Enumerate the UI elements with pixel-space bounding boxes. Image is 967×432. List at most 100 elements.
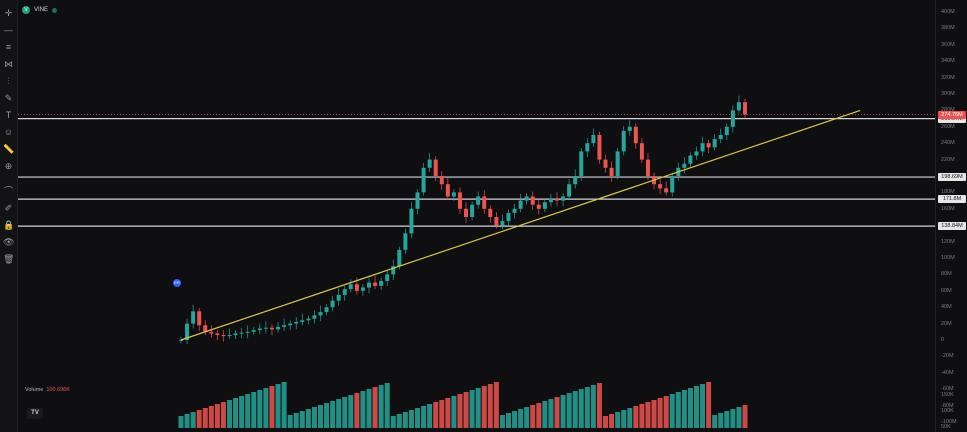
candle — [324, 307, 329, 313]
volume-bar — [257, 390, 263, 428]
text-icon[interactable]: T — [5, 110, 12, 120]
earnings-badge[interactable]: ER — [173, 279, 181, 287]
candle — [318, 312, 323, 316]
level-price-label: 138.84M — [938, 222, 966, 231]
volume-tick-label: 50K — [941, 424, 951, 430]
volume-bar — [572, 391, 578, 428]
volume-bar — [415, 408, 421, 428]
vine-coin-icon: V — [22, 6, 30, 14]
brush-icon[interactable]: ⫶ — [7, 76, 10, 86]
volume-bar — [263, 388, 269, 428]
candle — [700, 143, 705, 152]
price-axis[interactable]: 400M 380M 360M 340M 320M 300M 280M 260M 240M 220M… — [935, 0, 967, 432]
candle — [433, 159, 438, 176]
volume-bar — [463, 392, 469, 428]
candle — [203, 325, 208, 332]
volume-bar — [584, 387, 590, 428]
candle — [221, 335, 226, 337]
volume-bar — [281, 382, 287, 428]
candle — [573, 176, 578, 185]
volume-bar — [178, 416, 184, 428]
volume-bar — [390, 416, 396, 428]
volume-bar — [469, 390, 475, 428]
volume-bar — [548, 399, 554, 428]
volume-bar — [439, 400, 445, 428]
fib-icon[interactable]: ≡ — [5, 42, 12, 52]
emoji-icon[interactable]: ☺ — [3, 127, 14, 137]
candle — [397, 249, 402, 267]
volume-bar — [402, 412, 408, 428]
tradingview-logo[interactable]: TV — [27, 408, 43, 419]
volume-bar — [530, 405, 536, 428]
volume-bar — [590, 385, 596, 428]
volume-bar — [718, 413, 724, 428]
volume-bar — [196, 410, 202, 428]
candle — [488, 208, 493, 217]
volume-legend[interactable]: Volume 100.696K — [25, 387, 70, 393]
trendline[interactable] — [180, 109, 861, 341]
volume-bar — [330, 401, 336, 428]
volume-bar — [239, 396, 245, 428]
eye-icon[interactable]: 👁 — [3, 237, 15, 247]
volume-bar — [736, 407, 742, 428]
candle — [191, 311, 196, 324]
volume-bar — [427, 404, 433, 428]
price-tick-label: 300M — [941, 91, 955, 97]
volume-bars — [178, 382, 748, 428]
volume-bar — [360, 391, 366, 428]
candle — [512, 208, 517, 213]
candle — [579, 151, 584, 176]
candle — [263, 327, 268, 329]
volume-bar — [700, 384, 706, 428]
price-tick-label: 80M — [941, 271, 952, 278]
volume-bar — [451, 396, 457, 428]
pen-icon[interactable]: ✎ — [4, 93, 13, 103]
volume-bar — [433, 402, 439, 428]
volume-bar — [445, 398, 451, 428]
volume-bar — [560, 395, 566, 428]
candle — [179, 340, 183, 341]
horizontal-levels — [18, 118, 935, 227]
candle — [500, 221, 505, 226]
volume-value: 100.696K — [46, 387, 70, 393]
candle — [494, 217, 499, 226]
magnet-icon[interactable]: ⌒ — [3, 186, 13, 196]
volume-bar — [536, 403, 542, 428]
volume-bar — [621, 410, 627, 428]
crosshair-icon[interactable]: ✛ — [4, 8, 13, 18]
price-chart[interactable] — [18, 0, 935, 432]
volume-bar — [366, 389, 372, 428]
candle — [621, 130, 626, 152]
candle — [664, 188, 669, 193]
trash-icon[interactable]: 🗑 — [3, 254, 15, 264]
candle — [743, 102, 747, 115]
volume-bar — [712, 415, 718, 428]
zoom-icon[interactable]: ⊕ — [4, 161, 13, 171]
volume-bar — [609, 414, 615, 428]
candle — [312, 315, 317, 319]
volume-bar — [251, 392, 257, 428]
lock-icon[interactable]: 🔒 — [3, 220, 15, 230]
volume-bar — [305, 409, 311, 428]
candle — [251, 330, 256, 332]
candle — [712, 139, 717, 148]
symbol-header[interactable]: V VINE — [22, 5, 58, 15]
ruler-icon[interactable]: 📏 — [3, 144, 15, 154]
volume-bar — [675, 392, 681, 428]
candle — [391, 266, 396, 275]
horizontal-line-icon[interactable]: — — [4, 25, 13, 35]
volume-bar — [639, 404, 645, 428]
lock-drawing-icon[interactable]: ✐ — [4, 203, 13, 213]
volume-bar — [421, 406, 427, 428]
candle — [457, 192, 462, 209]
candle — [585, 143, 590, 152]
candle — [282, 325, 287, 327]
pattern-icon[interactable]: ⋈ — [4, 59, 13, 69]
price-tick-label: -40M — [941, 369, 954, 376]
volume-bar — [493, 382, 499, 428]
candle — [464, 208, 469, 217]
candle — [670, 176, 675, 193]
volume-bar — [566, 393, 572, 428]
candle — [615, 151, 620, 176]
volume-bar — [396, 414, 402, 428]
